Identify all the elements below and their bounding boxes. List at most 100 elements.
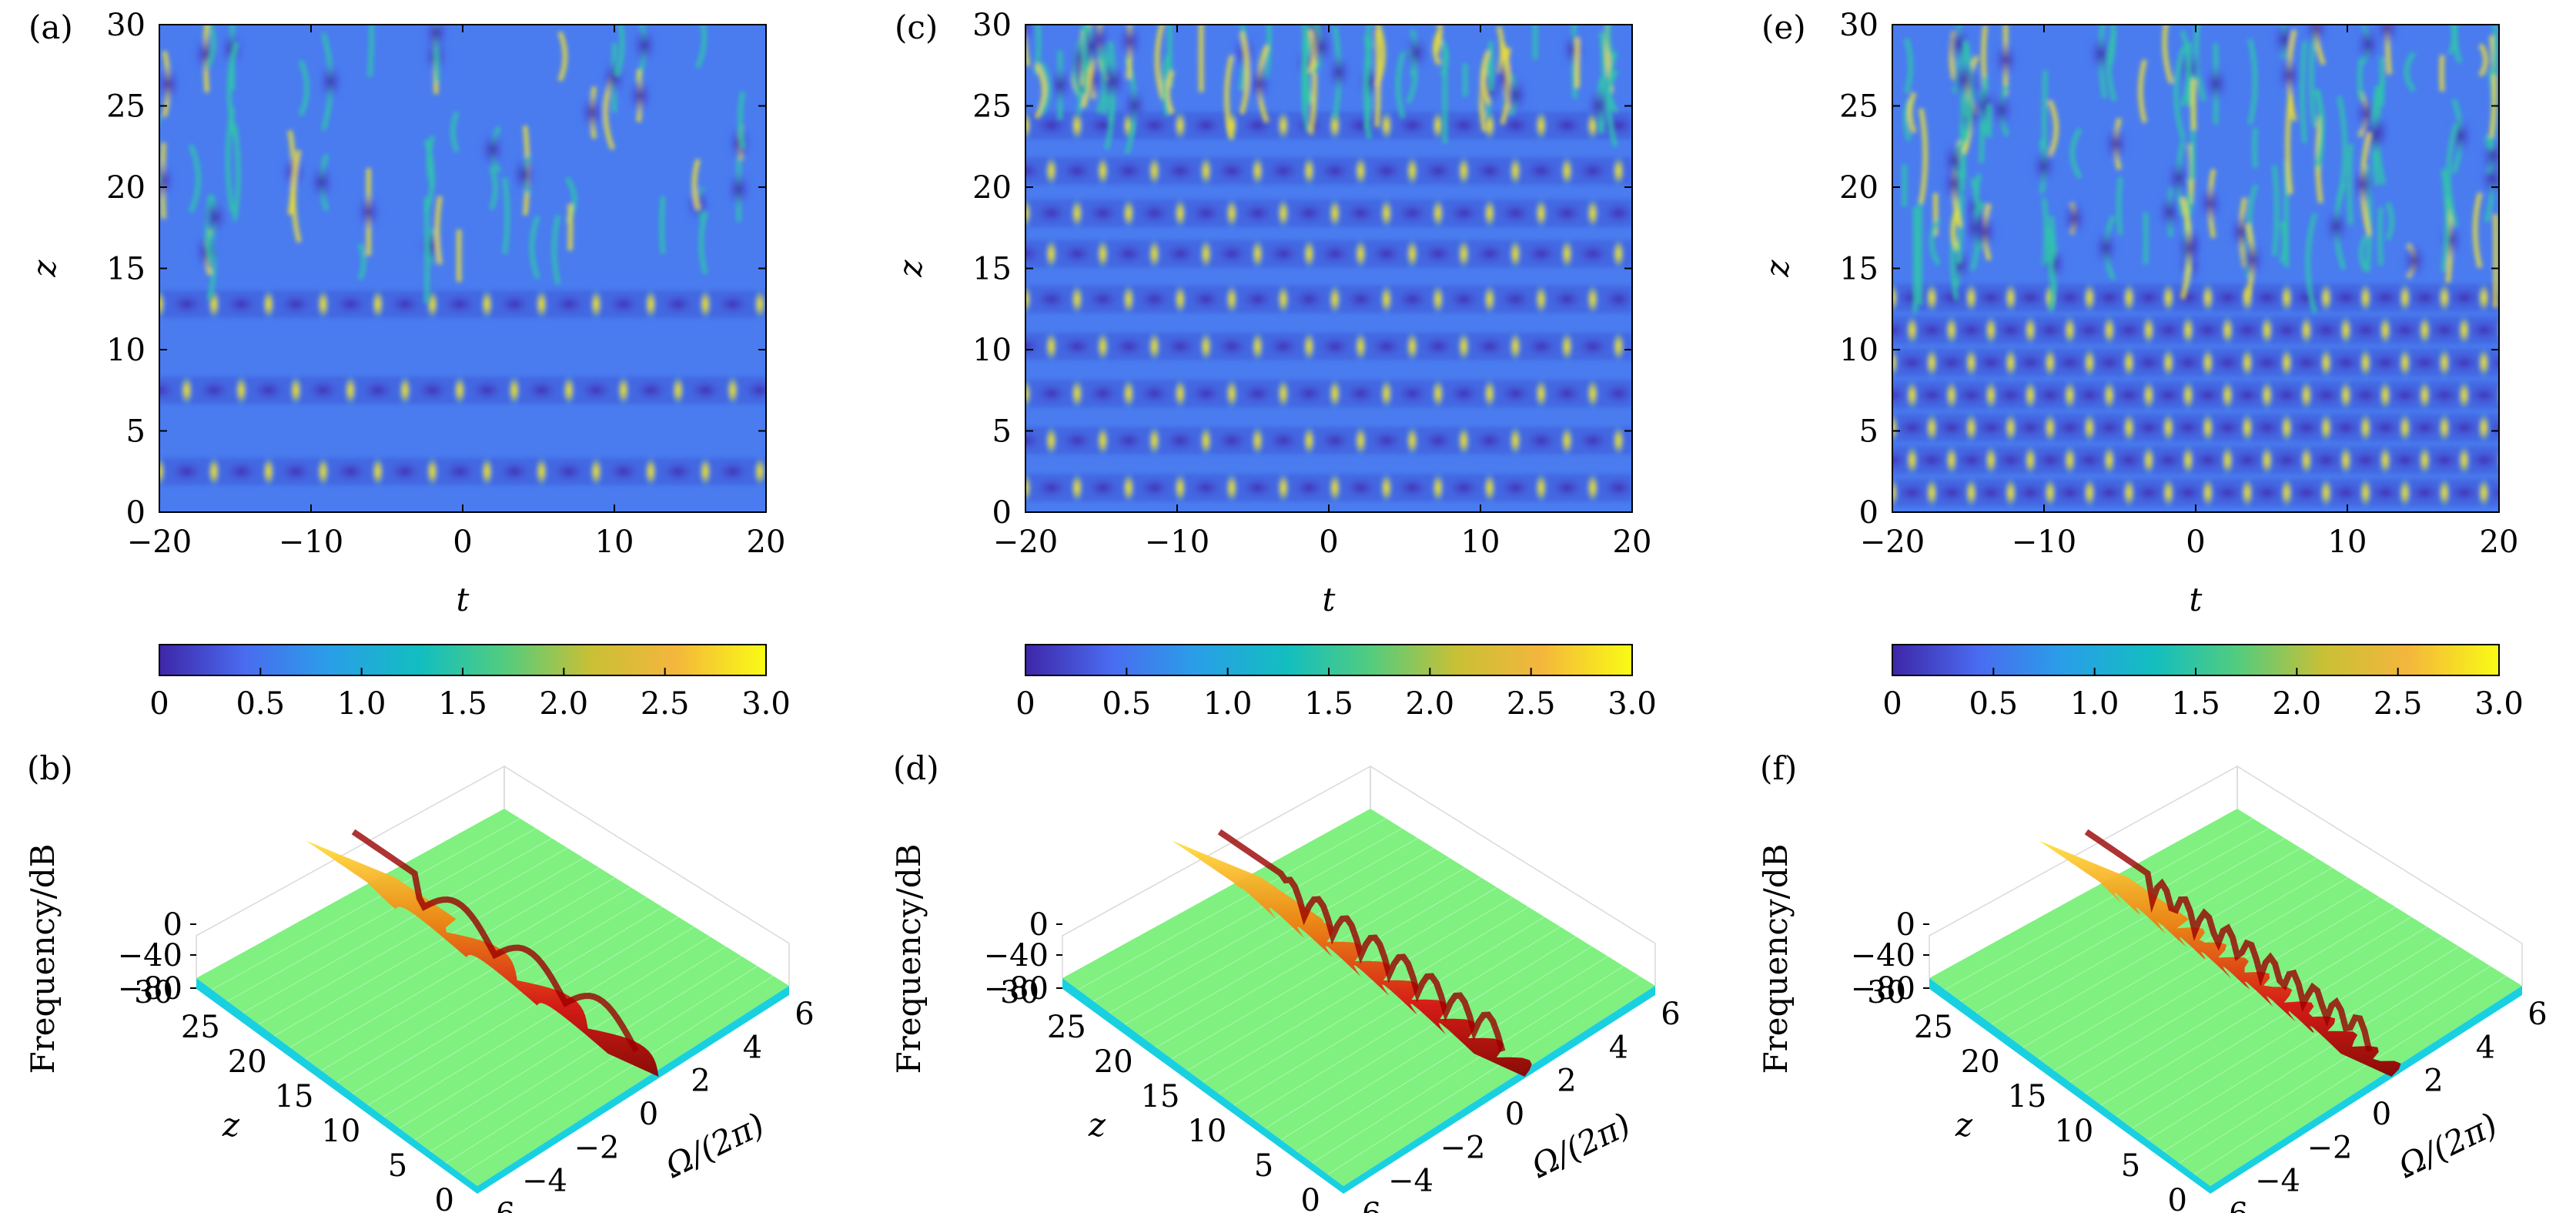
filament (1488, 41, 1494, 91)
dark-spot (1402, 32, 1430, 73)
z-tick-label: 20 (228, 1044, 267, 1080)
dark-spot (1263, 428, 1303, 454)
x-tick-label: 10 (2328, 524, 2367, 560)
intensity-peak (1510, 238, 1521, 270)
colorbar-tick-label: 2.5 (1507, 686, 1556, 722)
floor-lines (211, 818, 774, 1175)
intensity-peak (754, 288, 766, 320)
dark-spot (1134, 286, 1175, 312)
intensity-peak (1355, 238, 1367, 270)
dark-spot (1340, 380, 1381, 406)
dark-spot (2286, 285, 2327, 310)
dark-spot (159, 160, 177, 201)
filament (1434, 25, 1443, 54)
dark-spot (2373, 25, 2401, 49)
colorbar-tick-label: 1.5 (1304, 686, 1353, 722)
intensity-peak (1613, 238, 1624, 270)
intensity-peak (1149, 155, 1160, 186)
intensity-peak (1355, 425, 1367, 457)
intensity-peak (1535, 377, 1547, 409)
intensity-peak (1277, 283, 1289, 315)
intensity-peak (1613, 330, 1624, 362)
filament (1082, 25, 1089, 94)
chaotic-region (1025, 25, 1619, 155)
chaotic-region (1902, 25, 2499, 313)
intensity-peak (1587, 472, 1598, 504)
filament (291, 149, 302, 243)
intensity-peak (1986, 314, 1997, 346)
x-tick-label: −10 (279, 524, 343, 560)
surface-panel-d: 0−40−80Frequency/dB051015202530z−6−4−202… (890, 749, 1681, 1213)
intensity-peak (1303, 155, 1315, 186)
dark-spot (303, 377, 343, 403)
intensity-peak (1432, 197, 1444, 229)
y-axis-label: z (892, 260, 929, 278)
intensity-peak (1097, 425, 1109, 457)
floor-line (1203, 896, 1514, 1083)
dark-spot (1392, 286, 1433, 312)
dark-spot (112, 292, 152, 317)
intensity-peak (1965, 477, 1977, 508)
intensity-peak (2478, 412, 2490, 444)
intensity-peak (1848, 412, 1858, 443)
floor-line (243, 837, 552, 1014)
filament (2272, 165, 2280, 256)
dark-spot (2365, 480, 2406, 505)
intensity-peak (1097, 330, 1109, 362)
filament (1363, 42, 1372, 139)
omega-tick-label: 6 (795, 997, 814, 1032)
box-side-wall (2236, 765, 2523, 986)
intensity-peak (1535, 283, 1547, 315)
intensity-peak (1664, 331, 1675, 362)
omega-tick-label: 4 (2476, 1030, 2495, 1065)
intensity-peak (2123, 477, 2135, 508)
z-tick-label: 5 (2121, 1148, 2140, 1184)
heatmap-panel-e: −20 −10 0 10 20 0 5 10 15 20 25 30 t z (e) 0 0.5 1.0 1.5 2.… (1758, 8, 2524, 722)
floor-line (1093, 828, 1403, 1002)
dark-spot (1186, 380, 1226, 406)
filament (2247, 38, 2258, 125)
dark-spot (218, 28, 246, 69)
intensity-peak (454, 374, 466, 406)
dark-spot (2348, 164, 2377, 205)
floor-lines (1077, 818, 1640, 1175)
intensity-peak (782, 375, 793, 406)
floor-line (1124, 847, 1434, 1025)
floor-line (367, 916, 679, 1106)
dark-spot (548, 291, 589, 317)
intensity-peak (159, 456, 165, 488)
dark-spot (1521, 241, 1561, 266)
intensity-peak (263, 288, 274, 320)
floor-line (2163, 956, 2475, 1152)
intensity-peak (1561, 238, 1573, 270)
intensity-peak (1097, 155, 1109, 186)
dark-spot (521, 377, 562, 403)
intensity-peak (2163, 347, 2174, 378)
dark-spot (1990, 317, 2031, 343)
intensity-peak (1432, 109, 1444, 141)
db-tick-label: −80 (984, 971, 1049, 1007)
dark-spot (2202, 63, 2230, 104)
intensity-peak (1926, 282, 1938, 313)
intensity-peak (2419, 444, 2430, 476)
intensity-peak (1561, 155, 1573, 186)
intensity-peak (2005, 477, 2016, 508)
intensity-peak (2064, 444, 2076, 476)
dark-spot (1521, 333, 1561, 359)
y-tick-label: 30 (1839, 8, 1878, 43)
z-tick-label: 10 (321, 1114, 360, 1149)
intensity-peak (1149, 238, 1160, 270)
omega-tick-label: −6 (2203, 1197, 2249, 1213)
filament (2491, 25, 2498, 76)
panel-label: (e) (1761, 8, 1806, 46)
intensity-peak (1561, 425, 1573, 457)
floor-line (2038, 876, 2349, 1060)
filament (2489, 35, 2497, 138)
dark-spot (166, 291, 207, 317)
dark-spot (2267, 317, 2307, 343)
floor-line (211, 818, 520, 990)
colorbar-tick-label: 0.5 (1102, 686, 1152, 722)
dark-spot (1650, 287, 1690, 312)
dark-spot (1971, 350, 2012, 375)
intensity-peak (2143, 314, 2154, 346)
